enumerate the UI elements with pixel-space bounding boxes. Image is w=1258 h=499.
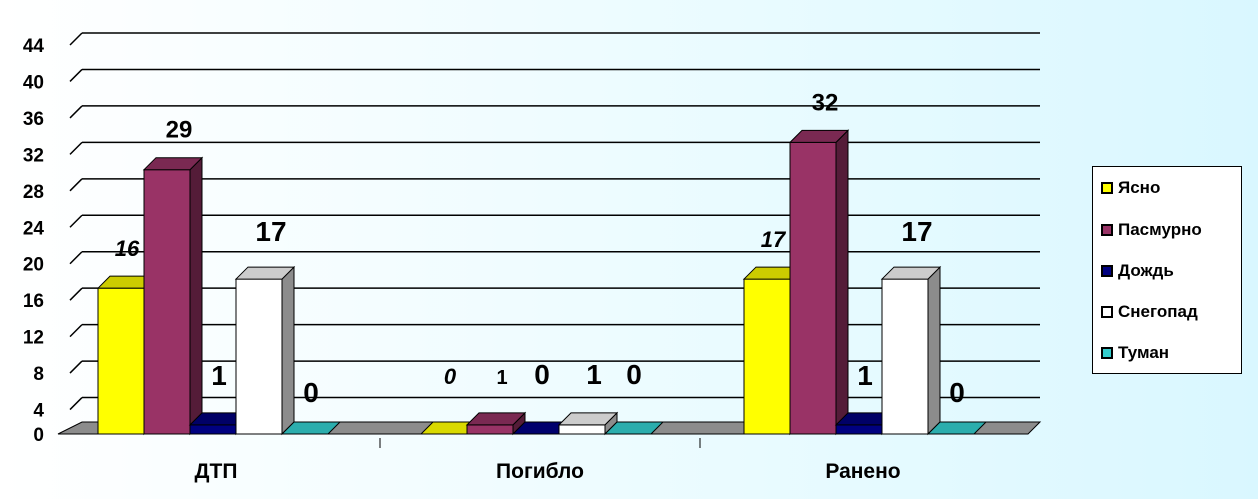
bar-top <box>142 157 204 171</box>
legend-swatch-tuman <box>1101 347 1113 359</box>
data-label: 1 <box>586 359 602 390</box>
data-label: 0 <box>949 377 965 408</box>
y-tick-label: 12 <box>23 328 44 349</box>
data-label: 1 <box>211 360 227 391</box>
gridline-diag-44 <box>69 32 83 46</box>
y-tick-label: 20 <box>23 255 44 276</box>
data-label: 1 <box>857 360 873 391</box>
data-label: 16 <box>115 236 140 261</box>
legend-label-snegopad: Снегопад <box>1118 302 1198 321</box>
data-label: 0 <box>303 377 319 408</box>
bar-front <box>789 141 837 435</box>
legend-item-yasno: Ясно <box>1101 177 1160 199</box>
bar-front <box>143 169 191 435</box>
gridline-diag-8 <box>69 360 83 374</box>
legend-item-snegopad: Снегопад <box>1101 301 1198 323</box>
bar-front <box>743 278 791 435</box>
data-label: 17 <box>901 216 932 247</box>
legend-label-pasmurno: Пасмурно <box>1118 220 1202 239</box>
gridline-diag-36 <box>69 105 83 119</box>
bar-front <box>881 278 929 435</box>
bar-top <box>880 266 942 280</box>
bar <box>880 265 942 436</box>
bar-top <box>557 412 619 426</box>
bar-side <box>927 265 941 436</box>
bar-layer <box>96 129 988 436</box>
bar <box>603 421 665 435</box>
gridline-diag-4 <box>69 397 83 411</box>
legend-item-tuman: Туман <box>1101 342 1169 364</box>
y-tick-label: 24 <box>23 218 45 239</box>
bar <box>142 156 204 436</box>
bar-top <box>788 129 850 143</box>
legend: Ясно Пасмурно Дождь Снегопад Туман <box>1092 166 1242 374</box>
legend-swatch-snegopad <box>1101 306 1113 318</box>
bar-side <box>281 265 295 436</box>
x-tick-label: Погибло <box>496 460 584 483</box>
data-label: 17 <box>761 227 787 252</box>
data-label: 29 <box>166 117 193 144</box>
bar <box>557 411 619 436</box>
bar <box>465 411 527 436</box>
gridline-diag-28 <box>69 178 83 192</box>
data-label: 0 <box>626 359 642 390</box>
legend-item-dozhd: Дождь <box>1101 260 1174 282</box>
bar-top <box>280 421 342 435</box>
bar-top <box>603 421 665 435</box>
bar-front <box>558 424 606 435</box>
data-label: 1 <box>496 367 507 389</box>
data-label: 0 <box>534 359 550 390</box>
data-label: 0 <box>444 364 457 389</box>
bar-side <box>835 129 849 436</box>
bar <box>788 129 850 436</box>
y-tick-label: 44 <box>23 36 45 57</box>
bar-front <box>235 278 283 435</box>
gridline-diag-12 <box>69 324 83 338</box>
x-tick-label: ДТП <box>195 460 238 483</box>
y-tick-label: 4 <box>33 401 44 422</box>
y-tick-label: 28 <box>23 182 44 203</box>
gridline-diag-24 <box>69 214 83 228</box>
legend-swatch-yasno <box>1101 182 1113 194</box>
gridline-diag-40 <box>69 68 83 82</box>
bar <box>280 421 342 435</box>
gridline-diag-16 <box>69 287 83 301</box>
x-tick-label: Ранено <box>825 460 900 483</box>
bar-front <box>97 287 145 435</box>
bar <box>926 421 988 435</box>
y-tick-label: 16 <box>23 291 44 312</box>
bar-front <box>835 424 883 435</box>
gridline-diag-20 <box>69 251 83 265</box>
legend-label-yasno: Ясно <box>1118 178 1161 197</box>
y-tick-label: 36 <box>23 109 44 130</box>
y-tick-label: 32 <box>23 145 44 166</box>
axis-layer: 0 4 8 12 16 20 24 28 32 36 40 44 ДТП Погибло Ранено <box>23 36 901 483</box>
legend-label-dozhd: Дождь <box>1118 261 1174 280</box>
bar-front <box>189 424 237 435</box>
legend-swatch-pasmurno <box>1101 224 1113 236</box>
legend-label-tuman: Туман <box>1118 343 1170 362</box>
bar-front <box>466 424 514 435</box>
bar <box>234 265 296 436</box>
legend-item-pasmurno: Пасмурно <box>1101 219 1202 241</box>
y-tick-label: 8 <box>33 364 44 385</box>
y-tick-label: 0 <box>33 425 44 446</box>
bar-top <box>465 412 527 426</box>
gridline-diag-32 <box>69 141 83 155</box>
bar-top <box>234 266 296 280</box>
data-label: 32 <box>812 89 839 116</box>
legend-swatch-dozhd <box>1101 265 1113 277</box>
data-label: 17 <box>255 216 286 247</box>
bar-top <box>926 421 988 435</box>
y-tick-label: 40 <box>23 72 44 93</box>
bar-side <box>189 156 203 436</box>
